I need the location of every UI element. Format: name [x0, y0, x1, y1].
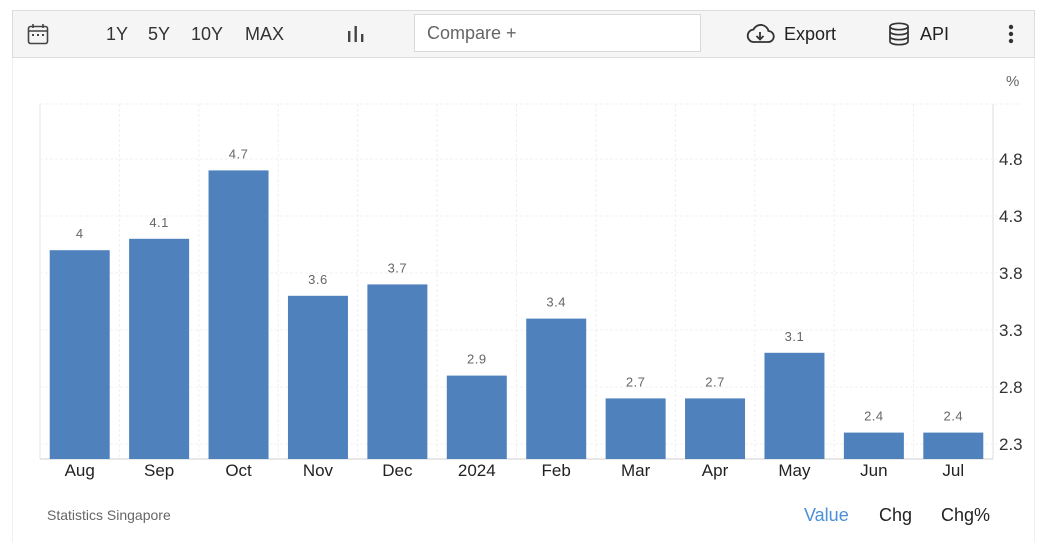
x-tick-label: 2024	[458, 461, 496, 480]
y-tick-label: 2.3	[999, 435, 1023, 454]
x-tick-label: Aug	[65, 461, 95, 480]
x-tick-label: Jul	[942, 461, 964, 480]
y-tick-label: 3.8	[999, 264, 1023, 283]
data-label: 3.1	[785, 329, 805, 344]
bar-oct	[208, 170, 269, 459]
database-icon	[888, 22, 910, 46]
toolbar: 1Y 5Y 10Y MAX Export API	[12, 10, 1035, 58]
data-label: 2.7	[626, 374, 646, 389]
data-label: 2.4	[864, 409, 884, 424]
data-label: 3.6	[308, 272, 328, 287]
y-tick-label: 4.3	[999, 207, 1023, 226]
data-labels: 4 4.1 4.7 3.6 3.7 2.9 3.4 2.7 2.7 3.1 2.4 2.4	[76, 146, 963, 423]
bar-may	[764, 352, 825, 459]
tab-chg[interactable]: Chg	[879, 505, 913, 525]
x-tick-label: Jun	[860, 461, 887, 480]
y-tick-label: 4.8	[999, 150, 1023, 169]
export-button[interactable]: Export	[745, 11, 836, 57]
x-tick-label: Nov	[303, 461, 334, 480]
x-tick-label: May	[778, 461, 811, 480]
bar-feb	[526, 318, 587, 459]
x-tick-label: Oct	[225, 461, 252, 480]
api-button[interactable]: API	[888, 11, 949, 57]
source-label: Statistics Singapore	[47, 507, 171, 523]
data-label: 3.7	[388, 260, 408, 275]
range-max-button[interactable]: MAX	[245, 23, 285, 44]
more-options-icon[interactable]	[1003, 11, 1019, 57]
bar-jul	[923, 432, 984, 459]
chart-type-icon[interactable]	[345, 11, 367, 57]
bar-2024	[446, 375, 507, 459]
range-1y-button[interactable]: 1Y	[106, 23, 129, 44]
tab-chg-pct[interactable]: Chg%	[941, 505, 991, 525]
bar-dec	[367, 284, 428, 459]
tab-value[interactable]: Value	[804, 505, 849, 525]
export-label: Export	[784, 23, 837, 44]
compare-input[interactable]	[414, 14, 701, 52]
data-label: 2.9	[467, 352, 487, 367]
data-label: 2.4	[944, 409, 964, 424]
x-tick-label: Mar	[621, 461, 651, 480]
data-label: 3.4	[546, 295, 566, 310]
bar-nov	[287, 295, 348, 459]
x-axis-ticks: Aug Sep Oct Nov Dec 2024 Feb Mar Apr May Jun Jul	[65, 461, 965, 480]
data-label: 4.7	[229, 146, 249, 161]
x-tick-label: Dec	[382, 461, 413, 480]
x-tick-label: Feb	[542, 461, 571, 480]
calendar-icon[interactable]	[25, 11, 51, 57]
range-10y-button[interactable]: 10Y	[191, 23, 224, 44]
api-label: API	[920, 23, 950, 44]
data-label: 4.1	[149, 215, 169, 230]
y-unit-label: %	[1006, 73, 1019, 90]
bar-apr	[685, 398, 746, 459]
bars	[49, 170, 984, 459]
y-tick-label: 2.8	[999, 378, 1023, 397]
y-axis-ticks: 2.3 2.8 3.3 3.8 4.3 4.8	[999, 150, 1023, 454]
bar-sep	[129, 238, 190, 459]
x-tick-label: Apr	[702, 461, 729, 480]
x-tick-label: Sep	[144, 461, 174, 480]
y-tick-label: 3.3	[999, 321, 1023, 340]
data-label: 4	[76, 226, 84, 241]
bar-jun	[843, 432, 904, 459]
range-5y-button[interactable]: 5Y	[148, 23, 171, 44]
cloud-download-icon	[745, 23, 775, 45]
bar-aug	[49, 250, 110, 459]
data-label: 2.7	[705, 374, 725, 389]
bar-mar	[605, 398, 666, 459]
